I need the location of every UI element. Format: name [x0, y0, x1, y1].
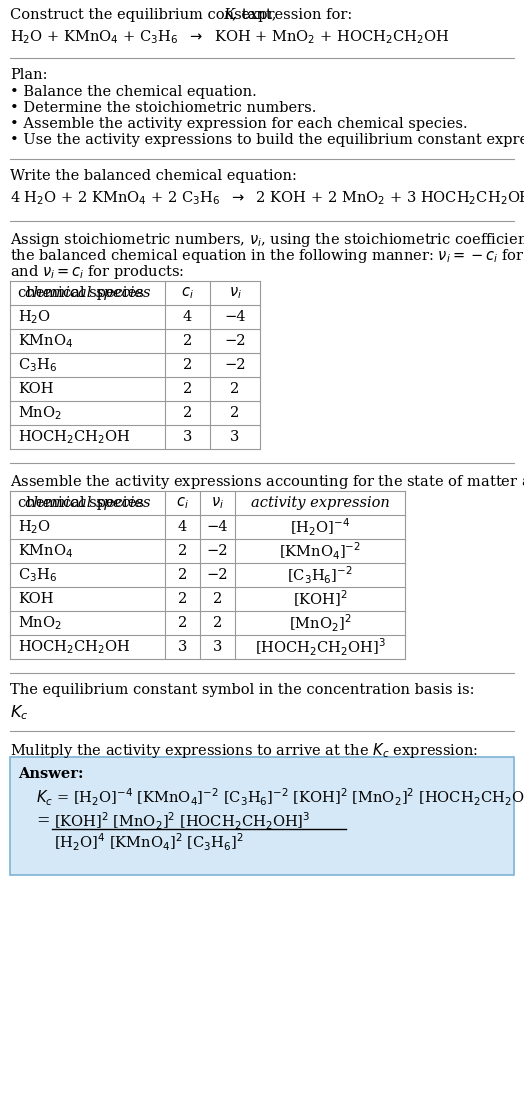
- Text: chemical species: chemical species: [25, 496, 150, 510]
- Text: H$_2$O + KMnO$_4$ + C$_3$H$_6$  $\rightarrow$  KOH + MnO$_2$ + HOCH$_2$CH$_2$OH: H$_2$O + KMnO$_4$ + C$_3$H$_6$ $\rightar…: [10, 28, 449, 45]
- Text: 4: 4: [183, 310, 192, 324]
- Text: Answer:: Answer:: [18, 767, 83, 781]
- Text: [HOCH$_2$CH$_2$OH]$^3$: [HOCH$_2$CH$_2$OH]$^3$: [255, 636, 386, 657]
- Text: • Assemble the activity expression for each chemical species.: • Assemble the activity expression for e…: [10, 117, 467, 131]
- Text: Assign stoichiometric numbers, $\nu_i$, using the stoichiometric coefficients, $: Assign stoichiometric numbers, $\nu_i$, …: [10, 231, 524, 249]
- Text: =: =: [36, 813, 49, 829]
- Text: 2: 2: [213, 592, 222, 606]
- Text: Assemble the activity expressions accounting for the state of matter and $\nu_i$: Assemble the activity expressions accoun…: [10, 473, 524, 491]
- Text: 2: 2: [178, 544, 187, 558]
- Text: Mulitply the activity expressions to arrive at the $K_c$ expression:: Mulitply the activity expressions to arr…: [10, 741, 478, 760]
- Text: 3: 3: [178, 640, 187, 654]
- Text: $c_i$: $c_i$: [181, 286, 194, 301]
- Text: Construct the equilibrium constant,: Construct the equilibrium constant,: [10, 8, 281, 22]
- Text: $\mathit{K}_c$: $\mathit{K}_c$: [10, 703, 28, 721]
- Text: −2: −2: [207, 568, 228, 582]
- Text: 2: 2: [178, 615, 187, 630]
- Text: the balanced chemical equation in the following manner: $\nu_i = -c_i$ for react: the balanced chemical equation in the fo…: [10, 247, 524, 265]
- Text: Plan:: Plan:: [10, 68, 48, 82]
- Text: and $\nu_i = c_i$ for products:: and $\nu_i = c_i$ for products:: [10, 263, 184, 281]
- Text: −4: −4: [207, 520, 228, 534]
- Text: $c_i$: $c_i$: [176, 495, 189, 511]
- Text: chemical species: chemical species: [18, 496, 144, 510]
- FancyBboxPatch shape: [10, 757, 514, 875]
- Text: 3: 3: [183, 430, 192, 445]
- Text: −4: −4: [224, 310, 246, 324]
- Text: MnO$_2$: MnO$_2$: [18, 614, 62, 632]
- Text: 2: 2: [178, 592, 187, 606]
- Text: • Use the activity expressions to build the equilibrium constant expression.: • Use the activity expressions to build …: [10, 133, 524, 147]
- Text: −2: −2: [224, 358, 246, 372]
- Text: 2: 2: [231, 406, 239, 420]
- Text: C$_3$H$_6$: C$_3$H$_6$: [18, 356, 57, 374]
- Text: 2: 2: [213, 615, 222, 630]
- Text: $\nu_i$: $\nu_i$: [211, 495, 224, 511]
- Text: H$_2$O: H$_2$O: [18, 518, 51, 536]
- Text: 3: 3: [231, 430, 239, 445]
- Text: KMnO$_4$: KMnO$_4$: [18, 332, 73, 350]
- Text: HOCH$_2$CH$_2$OH: HOCH$_2$CH$_2$OH: [18, 639, 131, 656]
- Text: [KOH]$^2$: [KOH]$^2$: [293, 589, 347, 609]
- Text: C$_3$H$_6$: C$_3$H$_6$: [18, 566, 57, 583]
- Text: [H$_2$O]$^{-4}$: [H$_2$O]$^{-4}$: [290, 516, 350, 537]
- Text: KOH: KOH: [18, 592, 53, 606]
- Text: HOCH$_2$CH$_2$OH: HOCH$_2$CH$_2$OH: [18, 428, 131, 446]
- Text: 4 H$_2$O + 2 KMnO$_4$ + 2 C$_3$H$_6$  $\rightarrow$  2 KOH + 2 MnO$_2$ + 3 HOCH$: 4 H$_2$O + 2 KMnO$_4$ + 2 C$_3$H$_6$ $\r…: [10, 189, 524, 206]
- Text: [C$_3$H$_6$]$^{-2}$: [C$_3$H$_6$]$^{-2}$: [287, 565, 353, 586]
- Text: MnO$_2$: MnO$_2$: [18, 404, 62, 421]
- Text: 2: 2: [178, 568, 187, 582]
- Text: , expression for:: , expression for:: [232, 8, 352, 22]
- Text: 2: 2: [183, 406, 192, 420]
- Text: • Determine the stoichiometric numbers.: • Determine the stoichiometric numbers.: [10, 101, 316, 115]
- Text: −2: −2: [224, 334, 246, 349]
- Text: The equilibrium constant symbol in the concentration basis is:: The equilibrium constant symbol in the c…: [10, 683, 475, 697]
- Text: KMnO$_4$: KMnO$_4$: [18, 543, 73, 560]
- Text: 2: 2: [183, 382, 192, 396]
- Text: [KMnO$_4$]$^{-2}$: [KMnO$_4$]$^{-2}$: [279, 540, 361, 561]
- Text: Write the balanced chemical equation:: Write the balanced chemical equation:: [10, 169, 297, 183]
- Text: 2: 2: [183, 334, 192, 349]
- Text: −2: −2: [207, 544, 228, 558]
- Text: 2: 2: [183, 358, 192, 372]
- Text: chemical species: chemical species: [18, 286, 144, 300]
- Text: chemical species: chemical species: [25, 286, 150, 300]
- Text: KOH: KOH: [18, 382, 53, 396]
- Text: H$_2$O: H$_2$O: [18, 308, 51, 325]
- Text: • Balance the chemical equation.: • Balance the chemical equation.: [10, 85, 257, 99]
- Text: activity expression: activity expression: [250, 496, 389, 510]
- Text: [H$_2$O]$^4$ [KMnO$_4$]$^2$ [C$_3$H$_6$]$^2$: [H$_2$O]$^4$ [KMnO$_4$]$^2$ [C$_3$H$_6$]…: [54, 832, 244, 854]
- Text: [KOH]$^2$ [MnO$_2$]$^2$ [HOCH$_2$CH$_2$OH]$^3$: [KOH]$^2$ [MnO$_2$]$^2$ [HOCH$_2$CH$_2$O…: [54, 811, 310, 833]
- Text: 3: 3: [213, 640, 222, 654]
- Text: 2: 2: [231, 382, 239, 396]
- Text: K: K: [223, 8, 234, 22]
- Text: $K_c$ = [H$_2$O]$^{-4}$ [KMnO$_4$]$^{-2}$ [C$_3$H$_6$]$^{-2}$ [KOH]$^2$ [MnO$_2$: $K_c$ = [H$_2$O]$^{-4}$ [KMnO$_4$]$^{-2}…: [36, 788, 524, 808]
- Text: [MnO$_2$]$^2$: [MnO$_2$]$^2$: [289, 612, 351, 634]
- Text: $\nu_i$: $\nu_i$: [228, 286, 242, 301]
- Text: 4: 4: [178, 520, 187, 534]
